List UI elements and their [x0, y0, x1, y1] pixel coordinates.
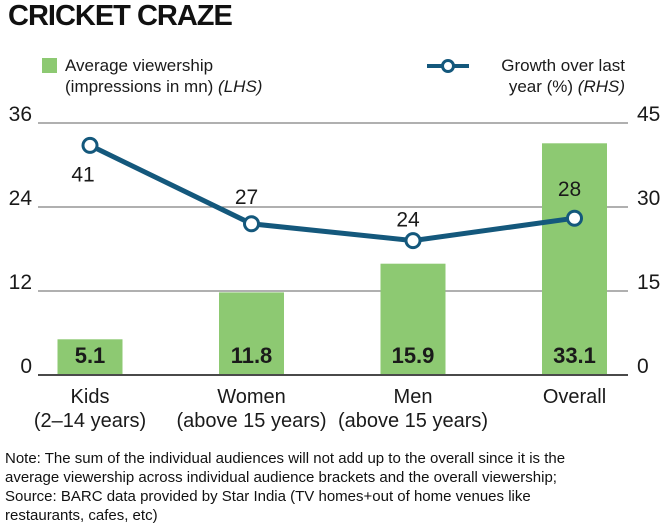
line-value-label: 41: [71, 163, 94, 186]
page-title: CRICKET CRAZE: [8, 0, 233, 32]
legend-bar-line2: (impressions in mn): [65, 77, 214, 96]
bar-value-label: 33.1: [553, 343, 596, 368]
footnote-line: restaurants, cafes, etc): [5, 507, 158, 524]
footnote-line: average viewership across individual aud…: [5, 469, 557, 486]
legend-bar-series: Average viewership (impressions in mn) (…: [42, 55, 262, 97]
legend-line-circle: [441, 59, 455, 73]
category-sublabel: (above 15 years): [176, 410, 326, 432]
category-sublabel: (above 15 years): [338, 410, 488, 432]
bar-kids: [57, 339, 123, 375]
bar-value-label: 11.8: [231, 343, 273, 368]
line-point-marker: [243, 215, 260, 233]
line-value-label: 28: [558, 178, 581, 201]
left-axis-tick: 36: [9, 103, 32, 126]
line-point-marker: [566, 209, 583, 227]
left-axis-tick: 12: [9, 271, 32, 294]
legend-line-series: Growth over last year (%) (RHS): [425, 55, 625, 97]
line-point-marker: [81, 136, 99, 154]
legend-bar-line1: Average viewership: [65, 56, 214, 75]
bar-overall: [542, 143, 607, 375]
footnote-line: Source: BARC data provided by Star India…: [5, 488, 531, 505]
right-axis-tick: 30: [637, 187, 660, 210]
legend-line-line2: year (%): [508, 77, 574, 96]
bar-value-label: 15.9: [392, 343, 435, 368]
growth-line: [88, 143, 575, 244]
chart-canvas: 36 24 12 0 45 30 15 0 5.1 11.8 15.9 33.1 41 27 24 28 Kid…: [9, 103, 661, 432]
footnote: Note: The sum of the individual audience…: [5, 449, 667, 525]
left-axis-tick: 0: [20, 355, 32, 378]
category-sublabel: (2–14 years): [34, 410, 146, 432]
bar-swatch-rect: [42, 58, 57, 73]
line-marker-legend-icon: [427, 59, 469, 73]
legend-bar-text: Average viewership (impressions in mn) (…: [65, 55, 262, 97]
legend-line-text: Growth over last year (%) (RHS): [479, 55, 625, 97]
footnote-line: Note: The sum of the individual audience…: [5, 450, 566, 467]
category-label: Kids: [71, 386, 110, 408]
right-axis-tick: 45: [637, 103, 660, 126]
legend-line-line1: Growth over last: [501, 56, 625, 75]
bar-women: [219, 292, 284, 375]
line-value-label: 27: [235, 186, 258, 209]
category-label: Men: [394, 386, 433, 408]
right-axis-tick: 15: [637, 271, 660, 294]
left-axis-tick: 24: [9, 187, 33, 210]
legend-line-axis-tag: (RHS): [577, 77, 625, 96]
category-label: Overall: [543, 386, 606, 408]
right-axis-tick: 0: [637, 355, 649, 378]
bar-swatch-icon: [42, 58, 57, 73]
bar-value-label: 5.1: [75, 343, 106, 368]
category-label: Women: [217, 386, 286, 408]
bar-men: [380, 263, 446, 375]
line-value-label: 24: [396, 209, 420, 232]
line-point-marker: [404, 232, 422, 250]
legend-bar-axis-tag: (LHS): [218, 77, 263, 96]
